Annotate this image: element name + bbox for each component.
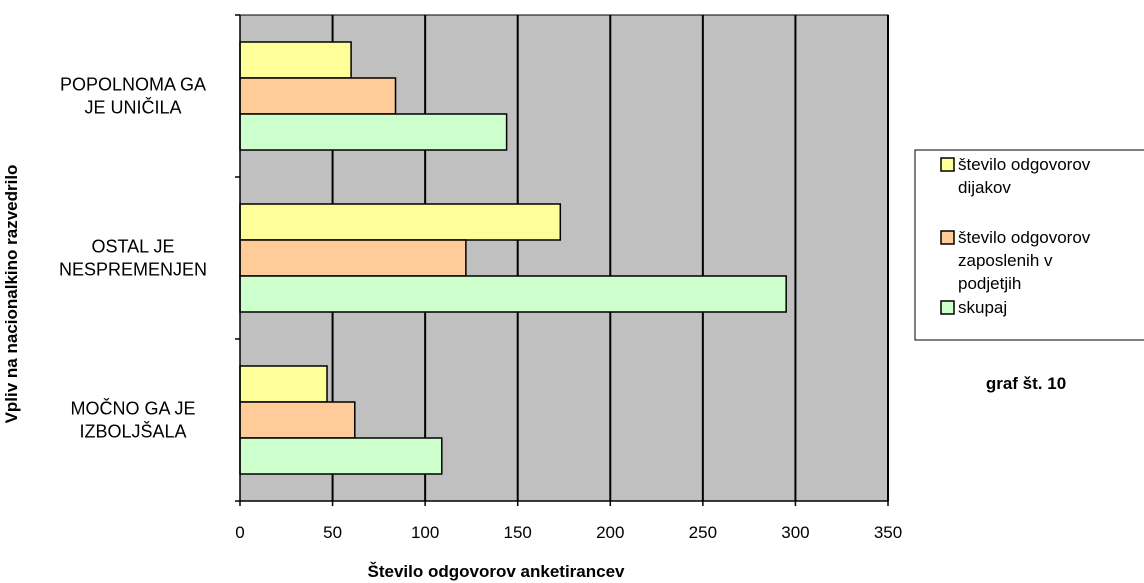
bar xyxy=(239,401,356,439)
legend: število odgovorov dijakov število odgovoro… xyxy=(914,149,1144,341)
x-tick-label: 250 xyxy=(689,523,717,542)
legend-swatch xyxy=(940,157,955,172)
category-labels: POPOLNOMA GA JE UNIČILA OSTAL JE NESPREMENJ… xyxy=(59,75,207,442)
chart-caption: graf št. 10 xyxy=(986,374,1066,393)
x-tick-labels: 0 50 100 150 200 250 300 350 xyxy=(235,523,902,542)
bar xyxy=(239,275,787,313)
bar xyxy=(239,437,443,475)
x-tick-label: 0 xyxy=(235,523,244,542)
bar xyxy=(239,203,562,241)
bar xyxy=(239,77,397,115)
y-axis-title: Vpliv na nacionalkino razvedrilo xyxy=(2,165,21,424)
x-axis-title: Število odgovorov anketirancev xyxy=(368,562,626,581)
x-tick-label: 300 xyxy=(781,523,809,542)
x-tick-label: 200 xyxy=(596,523,624,542)
x-tick-label: 150 xyxy=(504,523,532,542)
category-label: OSTAL JE NESPREMENJEN xyxy=(59,237,207,280)
legend-label: število odgovorov zaposlenih v podjetjih xyxy=(958,228,1091,293)
bar xyxy=(239,41,352,79)
bar xyxy=(239,239,467,277)
legend-label: skupaj xyxy=(958,298,1007,317)
category-label: POPOLNOMA GA JE UNIČILA xyxy=(60,75,206,118)
x-tick-label: 100 xyxy=(411,523,439,542)
legend-swatch xyxy=(940,300,955,315)
category-label: MOČNO GA JE IZBOLJŠALA xyxy=(70,398,195,442)
x-tick-label: 350 xyxy=(874,523,902,542)
x-tick-label: 50 xyxy=(323,523,342,542)
axes xyxy=(235,14,889,506)
bar xyxy=(239,365,328,403)
bar xyxy=(239,113,508,151)
legend-swatch xyxy=(940,230,955,245)
bars xyxy=(239,41,787,475)
legend-label: število odgovorov dijakov xyxy=(958,155,1091,197)
